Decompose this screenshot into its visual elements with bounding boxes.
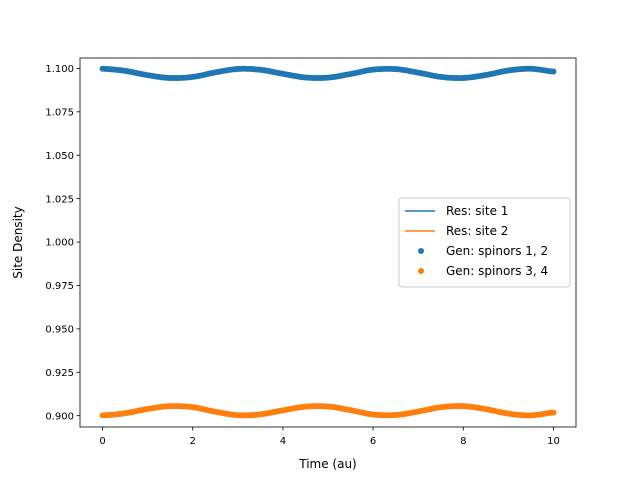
legend-marker-swatch <box>418 268 424 274</box>
y-tick-label: 1.050 <box>45 151 74 162</box>
series-3 <box>99 65 557 82</box>
legend-label: Res: site 1 <box>446 204 508 218</box>
series-layer <box>99 65 557 419</box>
y-tick-label: 0.900 <box>45 411 74 422</box>
y-axis: 0.900 0.925 0.950 0.975 1.000 1.025 1.050 1.075… <box>45 64 80 422</box>
y-tick-label: 1.100 <box>45 64 74 75</box>
y-tick-label: 1.000 <box>45 238 74 249</box>
scatter-point <box>550 68 557 75</box>
series-4 <box>99 403 557 419</box>
x-tick-label: 10 <box>547 436 560 447</box>
x-tick-label: 8 <box>460 436 466 447</box>
legend-box <box>398 197 571 288</box>
x-tick-label: 0 <box>99 436 105 447</box>
y-tick-label: 0.925 <box>45 368 74 379</box>
y-tick-label: 0.975 <box>45 281 74 292</box>
x-tick-label: 6 <box>370 436 376 447</box>
x-axis-label: Time (au) <box>298 457 357 471</box>
legend-entry: Res: site 1 <box>405 204 508 218</box>
legend-entry: Gen: spinors 3, 4 <box>418 264 548 278</box>
legend: Res: site 1 Res: site 2 Gen: spinors 1, 2 G… <box>398 197 571 288</box>
legend-marker-swatch <box>418 248 424 254</box>
y-tick-label: 1.025 <box>45 194 74 205</box>
legend-entry: Gen: spinors 1, 2 <box>418 244 548 258</box>
legend-entry: Res: site 2 <box>405 224 508 238</box>
x-tick-label: 2 <box>190 436 196 447</box>
legend-label: Res: site 2 <box>446 224 508 238</box>
y-tick-label: 1.075 <box>45 107 74 118</box>
legend-label: Gen: spinors 3, 4 <box>446 264 548 278</box>
y-axis-label: Site Density <box>11 206 25 278</box>
y-tick-label: 0.950 <box>45 324 74 335</box>
x-tick-label: 4 <box>280 436 286 447</box>
plot-frame <box>79 57 577 428</box>
scatter-point <box>550 409 557 416</box>
legend-label: Gen: spinors 1, 2 <box>446 244 548 258</box>
x-axis: 0 2 4 6 8 10 <box>99 427 560 447</box>
